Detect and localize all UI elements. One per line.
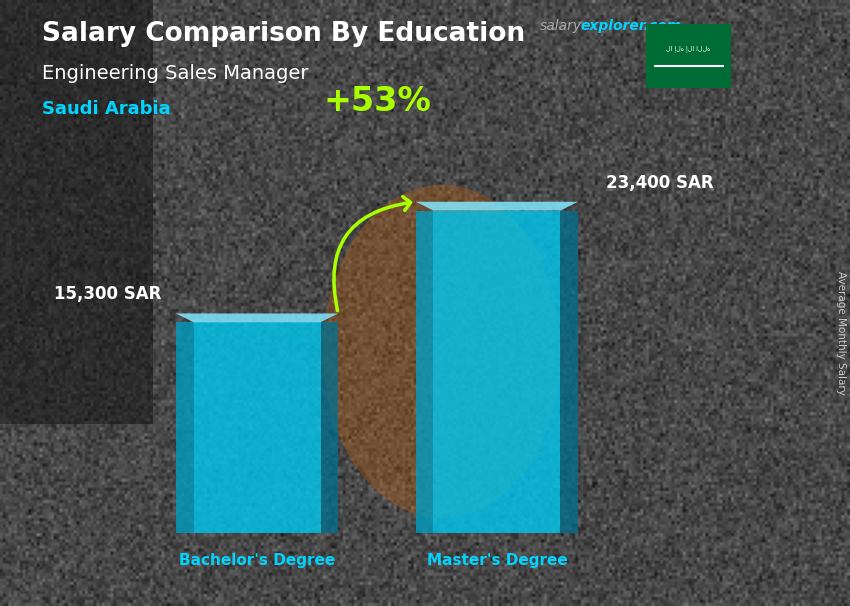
- Polygon shape: [194, 322, 320, 533]
- Text: Salary Comparison By Education: Salary Comparison By Education: [42, 21, 525, 47]
- Ellipse shape: [323, 185, 561, 518]
- Polygon shape: [560, 210, 578, 533]
- Text: Bachelor's Degree: Bachelor's Degree: [178, 553, 335, 568]
- Polygon shape: [176, 322, 194, 533]
- Text: Saudi Arabia: Saudi Arabia: [42, 100, 171, 118]
- Text: Engineering Sales Manager: Engineering Sales Manager: [42, 64, 309, 82]
- Polygon shape: [416, 210, 434, 533]
- Polygon shape: [416, 202, 578, 210]
- Text: +53%: +53%: [323, 85, 431, 118]
- Text: لا إله إلا الله: لا إله إلا الله: [666, 45, 711, 52]
- Polygon shape: [176, 313, 338, 322]
- Text: 15,300 SAR: 15,300 SAR: [54, 285, 162, 304]
- Text: salary: salary: [540, 19, 582, 33]
- Polygon shape: [320, 322, 338, 533]
- Text: Master's Degree: Master's Degree: [427, 553, 567, 568]
- Text: 23,400 SAR: 23,400 SAR: [606, 174, 714, 191]
- Bar: [0, 0, 153, 424]
- Text: explorer.com: explorer.com: [581, 19, 682, 33]
- Text: Average Monthly Salary: Average Monthly Salary: [836, 271, 846, 395]
- Polygon shape: [434, 210, 560, 533]
